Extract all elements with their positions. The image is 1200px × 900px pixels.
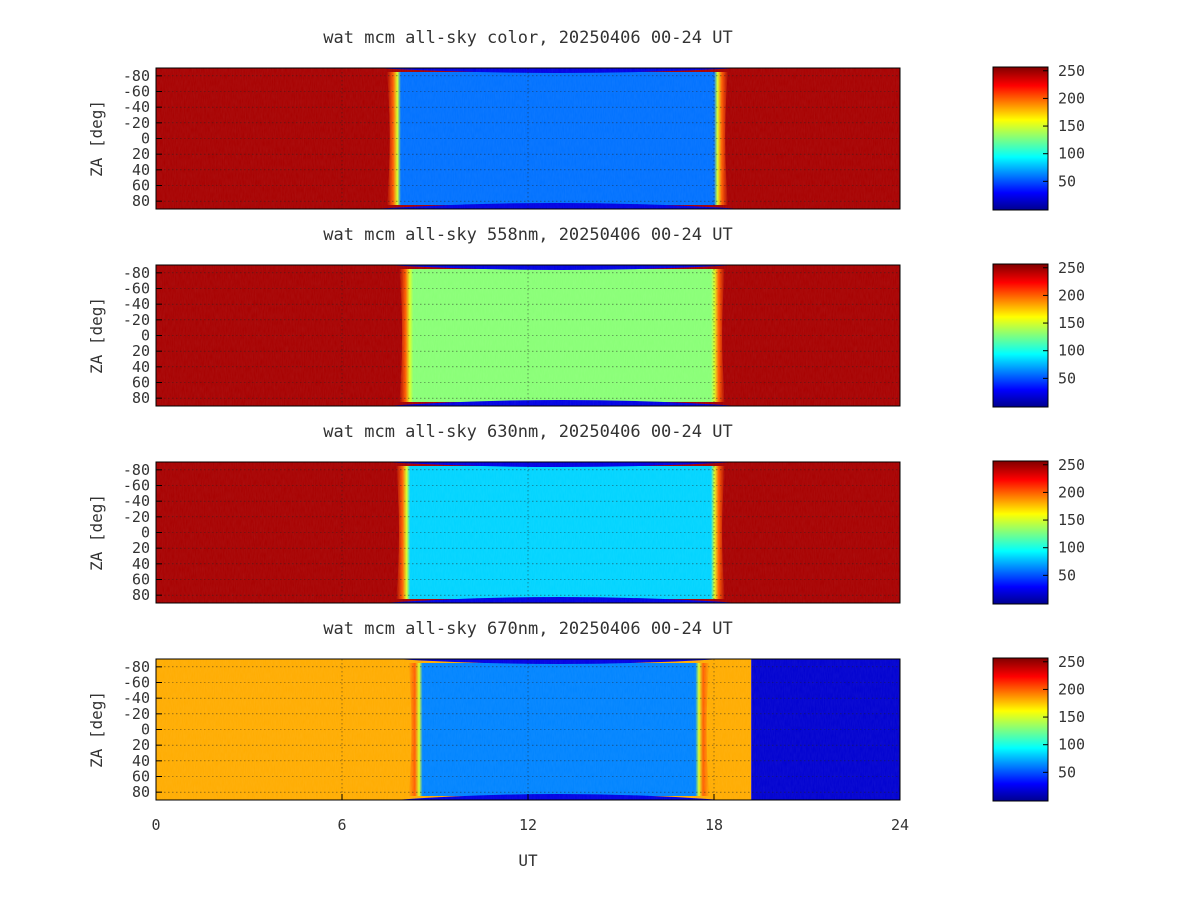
y-tick-label: -20 (123, 508, 150, 526)
grid (155, 68, 901, 209)
colorbar-tick-label: 250 (1058, 259, 1085, 277)
y-tick-label: 80 (132, 389, 150, 407)
y-tick-label: 0 (141, 130, 150, 148)
x-tick-label: 12 (519, 816, 537, 834)
y-tick-label: 20 (132, 539, 150, 557)
colorbar (992, 66, 1049, 211)
y-axis-label: ZA [deg] (87, 691, 106, 768)
colorbar-tick-label: 250 (1058, 456, 1085, 474)
colorbar-tick-label: 200 (1058, 680, 1085, 698)
x-tick-label: 18 (705, 816, 723, 834)
y-tick-label: -20 (123, 311, 150, 329)
y-tick-label: 60 (132, 768, 150, 786)
y-tick-label: 20 (132, 145, 150, 163)
y-axis-label: ZA [deg] (87, 100, 106, 177)
colorbar-tick-label: 200 (1058, 89, 1085, 107)
y-tick-label: 80 (132, 586, 150, 604)
colorbar (992, 657, 1049, 802)
y-axis-label: ZA [deg] (87, 494, 106, 571)
y-tick-label: -40 (123, 98, 150, 116)
x-axis-label: UT (518, 851, 538, 870)
y-tick-label: 60 (132, 177, 150, 195)
keogram-panel-3: wat mcm all-sky 630nm, 20250406 00-24 UT… (87, 422, 1085, 605)
y-tick-label: -80 (123, 264, 150, 282)
panel-title: wat mcm all-sky color, 20250406 00-24 UT (323, 28, 732, 48)
x-tick-label: 24 (891, 816, 909, 834)
colorbar-tick-label: 250 (1058, 653, 1085, 671)
y-tick-label: -40 (123, 492, 150, 510)
y-tick-label: -60 (123, 280, 150, 298)
y-tick-label: 80 (132, 783, 150, 801)
colorbar-tick-label: 50 (1058, 369, 1076, 387)
y-tick-label: 20 (132, 342, 150, 360)
y-tick-label: 40 (132, 161, 150, 179)
colorbar-tick-label: 250 (1058, 62, 1085, 80)
colorbar-tick-label: 200 (1058, 286, 1085, 304)
y-tick-label: -40 (123, 295, 150, 313)
y-tick-label: -80 (123, 658, 150, 676)
y-tick-label: -80 (123, 461, 150, 479)
keogram-panel-2: wat mcm all-sky 558nm, 20250406 00-24 UT… (87, 225, 1085, 408)
colorbar-tick-label: 100 (1058, 145, 1085, 163)
colorbar-tick-label: 100 (1058, 736, 1085, 754)
colorbar-tick-label: 100 (1058, 539, 1085, 557)
keogram-panel-1: wat mcm all-sky color, 20250406 00-24 UT… (87, 28, 1085, 211)
colorbar-tick-label: 150 (1058, 117, 1085, 135)
colorbar-tick-label: 100 (1058, 342, 1085, 360)
y-tick-label: 40 (132, 358, 150, 376)
colorbar-tick-label: 150 (1058, 314, 1085, 332)
panel-stack: wat mcm all-sky color, 20250406 00-24 UT… (87, 28, 1085, 802)
y-axis-label: ZA [deg] (87, 297, 106, 374)
panel-title: wat mcm all-sky 558nm, 20250406 00-24 UT (323, 225, 732, 245)
x-axis: 0 6 12 18 24 UT (151, 794, 909, 870)
y-tick-label: 0 (141, 327, 150, 345)
y-tick-label: 0 (141, 524, 150, 542)
y-tick-label: -20 (123, 705, 150, 723)
colorbar-tick-label: 200 (1058, 483, 1085, 501)
colorbar-tick-label: 150 (1058, 511, 1085, 529)
keogram-panel-4: wat mcm all-sky 670nm, 20250406 00-24 UT… (87, 619, 1085, 802)
colorbar-tick-label: 50 (1058, 566, 1076, 584)
y-tick-label: -20 (123, 114, 150, 132)
y-tick-label: -60 (123, 674, 150, 692)
panel-title: wat mcm all-sky 670nm, 20250406 00-24 UT (323, 619, 732, 639)
y-tick-label: 60 (132, 571, 150, 589)
y-tick-label: -60 (123, 83, 150, 101)
colorbar (992, 460, 1049, 605)
x-tick-label: 0 (151, 816, 160, 834)
y-tick-label: -80 (123, 67, 150, 85)
y-tick-label: 40 (132, 555, 150, 573)
panel-title: wat mcm all-sky 630nm, 20250406 00-24 UT (323, 422, 732, 442)
colorbar (992, 263, 1049, 408)
colorbar-tick-label: 150 (1058, 708, 1085, 726)
y-tick-label: 60 (132, 374, 150, 392)
y-tick-label: 80 (132, 192, 150, 210)
colorbar-tick-label: 50 (1058, 763, 1076, 781)
y-tick-label: 0 (141, 721, 150, 739)
y-tick-label: -60 (123, 477, 150, 495)
colorbar-tick-label: 50 (1058, 172, 1076, 190)
grid (155, 265, 901, 406)
y-tick-label: 20 (132, 736, 150, 754)
y-tick-label: 40 (132, 752, 150, 770)
x-tick-label: 6 (337, 816, 346, 834)
grid (155, 659, 901, 800)
y-tick-label: -40 (123, 689, 150, 707)
